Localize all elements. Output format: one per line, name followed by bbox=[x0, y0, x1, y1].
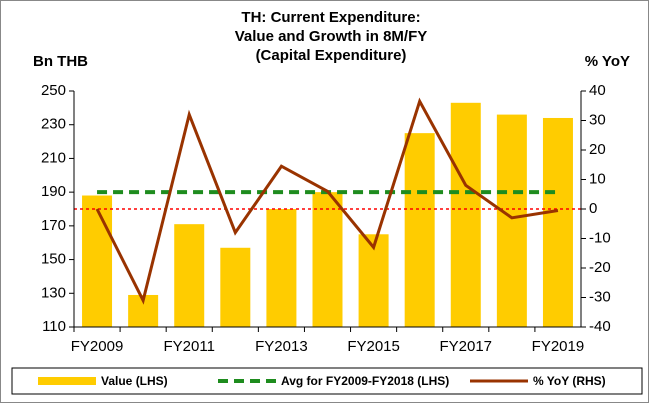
x-tick-label: FY2009 bbox=[71, 338, 124, 355]
bar bbox=[266, 209, 297, 327]
y-tick-label: 150 bbox=[41, 251, 66, 268]
y-tick-label: 110 bbox=[42, 318, 66, 335]
y-tick-label: 190 bbox=[41, 183, 66, 200]
bar bbox=[496, 114, 527, 327]
y2-tick-label: -40 bbox=[589, 318, 611, 335]
y2-tick-label: -30 bbox=[589, 288, 611, 305]
legend-label: Value (LHS) bbox=[101, 374, 168, 388]
legend-label: Avg for FY2009-FY2018 (LHS) bbox=[281, 374, 449, 388]
y-tick-label: 210 bbox=[41, 149, 66, 166]
chart-title: (Capital Expenditure) bbox=[256, 47, 407, 64]
bar bbox=[220, 247, 251, 327]
y-axis-title: Bn THB bbox=[33, 53, 88, 70]
y-tick-label: 130 bbox=[41, 284, 66, 301]
y2-tick-label: 10 bbox=[589, 170, 606, 187]
x-tick-label: FY2011 bbox=[164, 338, 215, 355]
y2-tick-label: -20 bbox=[589, 259, 611, 276]
y-tick-label: 250 bbox=[41, 82, 66, 99]
legend-swatch bbox=[38, 377, 96, 385]
yoy-line bbox=[95, 97, 559, 305]
bar bbox=[404, 133, 435, 327]
bar bbox=[358, 234, 389, 327]
bar bbox=[82, 195, 113, 327]
y2-tick-label: 30 bbox=[589, 111, 606, 128]
x-tick-label: FY2017 bbox=[439, 338, 492, 355]
y2-tick-label: 40 bbox=[589, 82, 606, 99]
y2-tick-label: -10 bbox=[589, 229, 611, 246]
chart-title: TH: Current Expenditure: bbox=[241, 9, 420, 26]
bar bbox=[450, 102, 481, 327]
x-tick-label: FY2019 bbox=[532, 338, 585, 355]
y2-tick-label: 0 bbox=[589, 200, 597, 217]
y-tick-label: 230 bbox=[41, 116, 66, 133]
y2-axis-title: % YoY bbox=[585, 53, 630, 70]
y-tick-label: 170 bbox=[41, 217, 66, 234]
y2-tick-label: 20 bbox=[589, 141, 606, 158]
chart-title: Value and Growth in 8M/FY bbox=[235, 28, 428, 45]
bar bbox=[312, 192, 343, 327]
legend-label: % YoY (RHS) bbox=[533, 374, 606, 388]
bar bbox=[542, 117, 573, 327]
x-tick-label: FY2015 bbox=[347, 338, 400, 355]
bar bbox=[174, 224, 205, 327]
x-tick-label: FY2013 bbox=[255, 338, 308, 355]
legend-box bbox=[11, 367, 643, 395]
